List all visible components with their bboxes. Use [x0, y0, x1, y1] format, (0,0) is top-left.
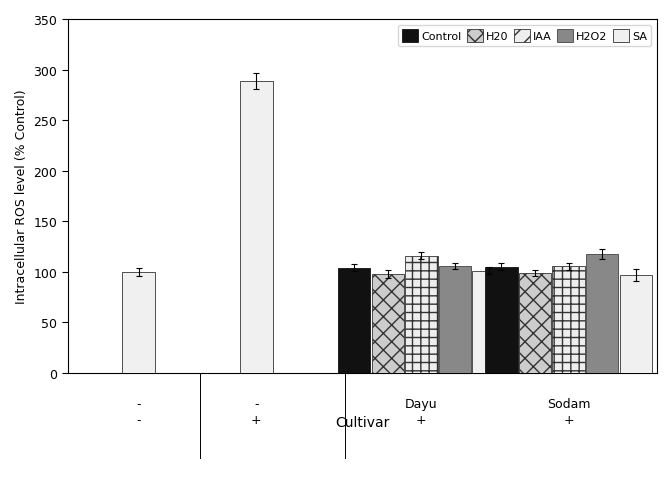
- Bar: [439, 266, 471, 373]
- Text: -: -: [136, 413, 141, 427]
- X-axis label: Cultivar: Cultivar: [335, 415, 390, 429]
- Text: Sodam: Sodam: [547, 397, 591, 410]
- Text: +: +: [563, 413, 574, 427]
- Text: Dayu: Dayu: [405, 397, 437, 410]
- Text: +: +: [416, 413, 427, 427]
- Text: -: -: [254, 397, 259, 410]
- Bar: [240, 81, 273, 373]
- Bar: [405, 256, 437, 373]
- Bar: [519, 274, 551, 373]
- Bar: [122, 272, 155, 373]
- Bar: [338, 268, 370, 373]
- Legend: Control, H20, IAA, H2O2, SA: Control, H20, IAA, H2O2, SA: [398, 25, 651, 47]
- Text: -: -: [136, 397, 141, 410]
- Bar: [472, 271, 505, 373]
- Bar: [586, 254, 618, 373]
- Bar: [372, 274, 404, 373]
- Bar: [552, 267, 585, 373]
- Bar: [485, 267, 517, 373]
- Text: +: +: [251, 413, 261, 427]
- Bar: [620, 275, 652, 373]
- Y-axis label: Intracellular ROS level (% Control): Intracellular ROS level (% Control): [15, 89, 28, 304]
